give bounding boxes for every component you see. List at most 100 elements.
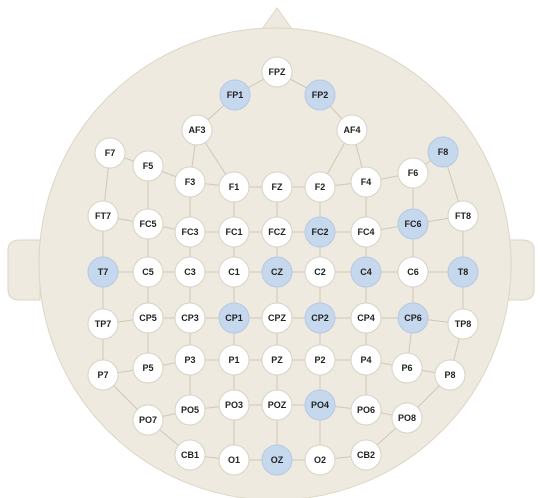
left-ear — [7, 239, 41, 301]
electrode-circle — [350, 439, 382, 471]
electrode-label: P6 — [401, 363, 412, 373]
electrode-label: FC1 — [225, 227, 242, 237]
electrode-circle — [261, 216, 293, 248]
electrode-label: C1 — [228, 267, 240, 277]
electrode-circle — [447, 200, 479, 232]
electrode-circle — [336, 114, 368, 146]
electrode-circle — [174, 216, 206, 248]
electrode-label: C3 — [184, 267, 196, 277]
electrode-circle — [132, 404, 164, 436]
electrode: FC1 — [218, 216, 250, 248]
electrode: CPZ — [261, 302, 293, 334]
electrode-highlighted — [304, 216, 336, 248]
electrode-circle — [174, 302, 206, 334]
electrode-circle — [218, 171, 250, 203]
electrode: F1 — [218, 171, 250, 203]
electrode-highlighted — [218, 302, 250, 334]
electrode: PO5 — [174, 394, 206, 426]
electrode-highlighted — [261, 444, 293, 476]
electrode-label: C4 — [360, 267, 372, 277]
electrode-highlighted — [397, 302, 429, 334]
electrode: PO4 — [304, 389, 336, 421]
electrode: P3 — [174, 344, 206, 376]
electrode-highlighted — [447, 256, 479, 288]
electrode: FC5 — [132, 208, 164, 240]
electrode-circle — [174, 394, 206, 426]
electrode-label: T7 — [98, 267, 109, 277]
electrode: CP2 — [304, 302, 336, 334]
electrode-circle — [87, 359, 119, 391]
electrode-label: FC5 — [139, 219, 156, 229]
electrode-label: O1 — [228, 455, 240, 465]
electrode-label: AF4 — [343, 125, 360, 135]
electrode-label: POZ — [268, 400, 287, 410]
electrodes: FPZ FP1 FP2 AF3 AF4 F7 F5 F3 F1 FZ F2 F4 F6 F8 FT7 FC5 F… — [87, 56, 479, 476]
electrode: T7 — [87, 256, 119, 288]
electrode: CB1 — [174, 439, 206, 471]
electrode-label: F2 — [315, 182, 326, 192]
electrode: PO3 — [218, 389, 250, 421]
electrode-circle — [350, 216, 382, 248]
electrode-label: OZ — [271, 455, 284, 465]
electrode: PO7 — [132, 404, 164, 436]
electrode: FT8 — [447, 200, 479, 232]
electrode: POZ — [261, 389, 293, 421]
electrode-circle — [132, 208, 164, 240]
electrode: P6 — [391, 352, 423, 384]
electrode-label: PO5 — [181, 405, 199, 415]
electrode-label: P2 — [314, 355, 325, 365]
electrode-label: FC6 — [404, 219, 421, 229]
electrode-circle — [181, 114, 213, 146]
electrode-label: AF3 — [188, 125, 205, 135]
electrode-circle — [174, 344, 206, 376]
electrode-circle — [132, 302, 164, 334]
electrode: FC6 — [397, 208, 429, 240]
electrode: P5 — [132, 352, 164, 384]
electrode-label: C6 — [407, 267, 419, 277]
electrode: FC2 — [304, 216, 336, 248]
electrode: AF4 — [336, 114, 368, 146]
electrode: P1 — [218, 344, 250, 376]
electrode-highlighted — [304, 79, 336, 111]
electrode-label: P4 — [360, 355, 371, 365]
electrode-label: C2 — [314, 267, 326, 277]
electrode-circle — [132, 150, 164, 182]
electrode-label: PO6 — [357, 405, 375, 415]
electrode-label: FCZ — [268, 227, 286, 237]
electrode-circle — [218, 216, 250, 248]
electrode: C3 — [174, 256, 206, 288]
electrode-circle — [261, 56, 293, 88]
electrode-circle — [350, 166, 382, 198]
electrode-label: F7 — [105, 148, 116, 158]
electrode-label: CP3 — [181, 313, 199, 323]
electrode: FC4 — [350, 216, 382, 248]
electrode: PO6 — [350, 394, 382, 426]
electrode: TP8 — [447, 308, 479, 340]
electrode-circle — [218, 256, 250, 288]
electrode-label: FT7 — [95, 211, 111, 221]
electrode-circle — [87, 308, 119, 340]
electrode-label: CZ — [271, 267, 283, 277]
electrode-label: P8 — [444, 370, 455, 380]
electrode: FCZ — [261, 216, 293, 248]
electrode-label: PO4 — [311, 400, 329, 410]
electrode-highlighted — [304, 389, 336, 421]
electrode-circle — [218, 389, 250, 421]
electrode: CP1 — [218, 302, 250, 334]
electrode-label: F1 — [229, 182, 240, 192]
electrode-circle — [174, 166, 206, 198]
electrode: F7 — [94, 137, 126, 169]
electrode-circle — [350, 344, 382, 376]
electrode-circle — [87, 200, 119, 232]
electrode-circle — [261, 171, 293, 203]
electrode: C6 — [397, 256, 429, 288]
electrode: OZ — [261, 444, 293, 476]
electrode-label: FP2 — [312, 90, 329, 100]
electrode-label: P1 — [228, 355, 239, 365]
electrode-circle — [218, 444, 250, 476]
electrode-label: FZ — [272, 182, 283, 192]
electrode-circle — [304, 256, 336, 288]
electrode-label: PZ — [271, 355, 283, 365]
electrode-highlighted — [427, 136, 459, 168]
